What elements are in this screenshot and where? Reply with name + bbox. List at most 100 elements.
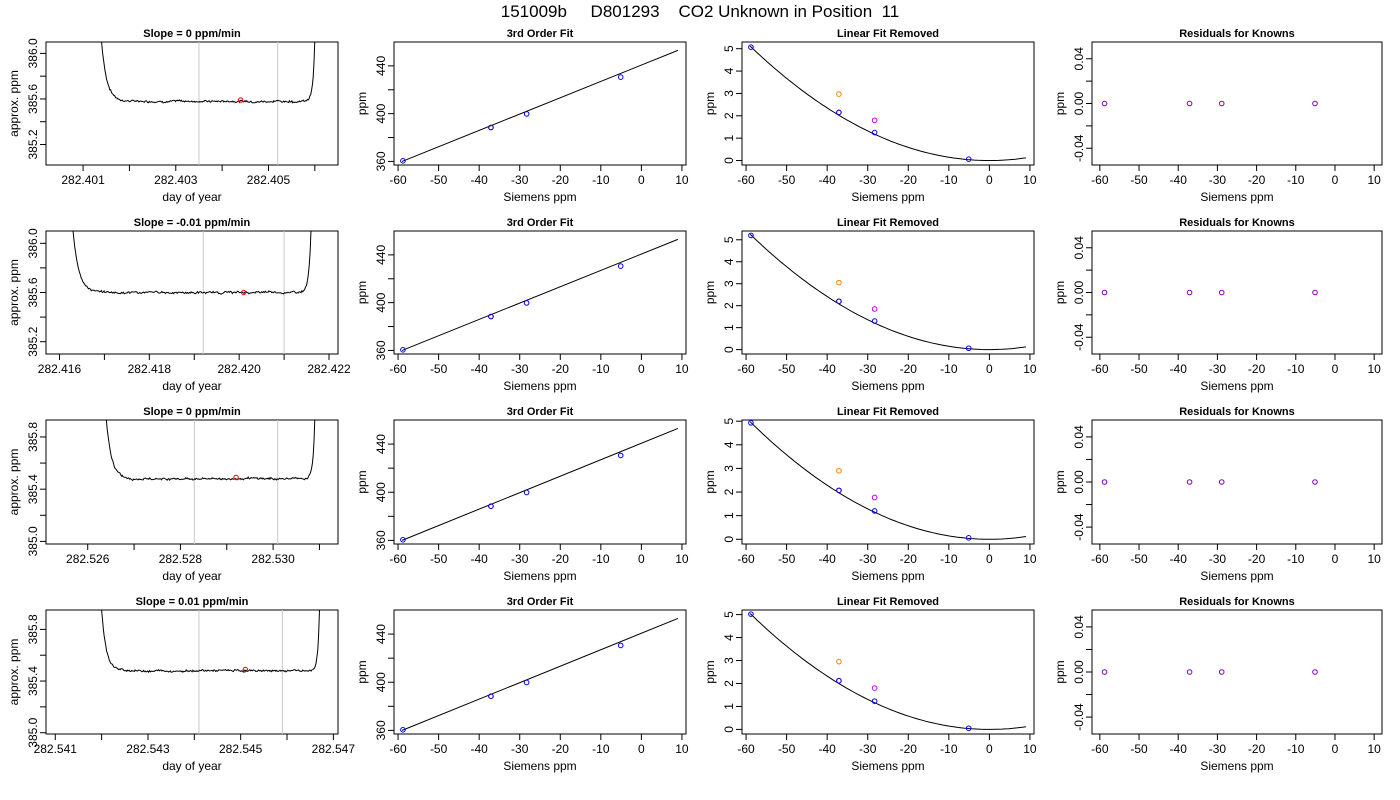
y-tick-label: 1 xyxy=(722,512,736,519)
x-tick-label: 10 xyxy=(1367,742,1381,756)
panel-r3-c2: Linear Fit Removed -60 -50 -40 -30 -20 -10 0 10 0… xyxy=(703,596,1037,773)
residual-point xyxy=(1186,479,1193,485)
y-tick-label: 0 xyxy=(722,346,736,353)
x-tick-label: -20 xyxy=(552,742,570,756)
plot-area xyxy=(748,611,1026,732)
x-tick-label: -10 xyxy=(592,552,610,566)
known-point xyxy=(836,487,842,494)
y-axis-label: approx. ppm xyxy=(7,259,21,326)
y-tick-label: 400 xyxy=(374,292,388,312)
plot-area xyxy=(400,427,679,543)
panel-r3-c1: 3rd Order Fit -60 -50 -40 -30 -20 -10 0 10 360 400… xyxy=(355,596,689,773)
x-axis-label: Siemens ppm xyxy=(503,759,576,773)
analyzer-trace xyxy=(101,610,320,674)
x-tick-label: -60 xyxy=(737,362,755,376)
y-tick-label: 0.04 xyxy=(1072,615,1086,639)
x-tick-label: -50 xyxy=(778,173,796,187)
x-tick-label: -10 xyxy=(592,362,610,376)
x-tick-label: -20 xyxy=(900,362,918,376)
x-tick-label: -20 xyxy=(552,552,570,566)
x-tick-label: -60 xyxy=(1091,552,1109,566)
known-point xyxy=(748,44,754,50)
y-tick-label: 5 xyxy=(722,611,736,618)
panel-r1-c0: Slope = -0.01 ppm/min 282.416 282.418 282.4… xyxy=(7,217,351,393)
fit-line xyxy=(401,427,679,541)
panel-r1-c2: Linear Fit Removed -60 -50 -40 -30 -20 -10 0 10 0… xyxy=(703,217,1037,393)
y-tick-label: 440 xyxy=(374,434,388,454)
panel-r2-c0: Slope = 0 ppm/min 282.526 282.528 282.530 38… xyxy=(7,406,339,583)
x-tick-label: 0 xyxy=(638,173,645,187)
x-tick-label: 10 xyxy=(675,362,689,376)
plot-frame xyxy=(741,230,1035,355)
y-axis-label: ppm xyxy=(355,281,369,304)
x-tick-label: 10 xyxy=(1023,173,1037,187)
x-tick-label: -40 xyxy=(818,742,836,756)
x-tick-label: 10 xyxy=(1367,552,1381,566)
known-point xyxy=(965,156,972,162)
x-tick-label: 282.541 xyxy=(34,742,78,756)
x-tick-label: -20 xyxy=(552,173,570,187)
fit-curve xyxy=(749,421,1026,540)
y-tick-label: 385.8 xyxy=(26,422,40,452)
plot-frame xyxy=(393,230,687,355)
x-tick-label: 282.526 xyxy=(66,552,110,566)
y-tick-label: 385.4 xyxy=(26,474,40,504)
panel-title: Slope = -0.01 ppm/min xyxy=(134,217,251,229)
x-tick-label: 0 xyxy=(1332,742,1339,756)
x-tick-label: -50 xyxy=(1130,362,1148,376)
x-tick-label: -40 xyxy=(1170,362,1188,376)
x-tick-label: -40 xyxy=(818,173,836,187)
y-tick-label: 0 xyxy=(722,726,736,733)
x-tick-label: 0 xyxy=(986,742,993,756)
y-tick-label: 385.6 xyxy=(26,84,40,114)
residual-point xyxy=(1312,289,1318,296)
x-tick-label: -20 xyxy=(900,742,918,756)
plot-area xyxy=(101,42,316,165)
orange-point xyxy=(836,658,842,665)
plot-area xyxy=(72,231,312,354)
y-axis-label: ppm xyxy=(703,281,717,304)
analyzer-trace xyxy=(105,420,316,482)
x-tick-label: -20 xyxy=(1248,362,1266,376)
y-axis-label: ppm xyxy=(355,470,369,493)
y-tick-label: 0 xyxy=(722,157,736,164)
x-tick-label: -40 xyxy=(818,552,836,566)
panel-title: Residuals for Knowns xyxy=(1179,217,1295,229)
x-tick-label: 0 xyxy=(986,173,993,187)
residual-point xyxy=(1312,100,1318,107)
y-tick-label: 1 xyxy=(722,324,736,331)
x-tick-label: 282.416 xyxy=(38,362,82,376)
y-tick-label: 0.04 xyxy=(1072,425,1086,449)
plot-area xyxy=(1101,479,1318,485)
x-tick-label: -60 xyxy=(1091,362,1109,376)
plot-area xyxy=(101,610,320,734)
x-tick-label: 0 xyxy=(1332,173,1339,187)
x-tick-label: -10 xyxy=(940,173,958,187)
y-tick-label: 0.00 xyxy=(1072,91,1086,115)
x-axis-label: Siemens ppm xyxy=(1200,190,1273,204)
fit-curve xyxy=(749,613,1026,730)
panel-title: 3rd Order Fit xyxy=(507,406,574,418)
y-tick-label: 4 xyxy=(722,258,736,265)
x-tick-label: -30 xyxy=(1209,552,1227,566)
plot-area xyxy=(1101,100,1318,107)
plot-frame xyxy=(45,609,339,735)
x-tick-label: 10 xyxy=(1367,362,1381,376)
x-tick-label: -30 xyxy=(859,173,877,187)
y-axis-label: ppm xyxy=(1053,470,1067,493)
y-tick-label: 4 xyxy=(722,441,736,448)
panel-title: 3rd Order Fit xyxy=(507,596,574,608)
panel-title: Slope = 0.01 ppm/min xyxy=(136,596,249,608)
y-tick-label: 385.8 xyxy=(26,614,40,644)
x-tick-label: -50 xyxy=(430,742,448,756)
known-point xyxy=(748,232,754,239)
x-tick-label: -10 xyxy=(1287,552,1305,566)
y-axis-label: ppm xyxy=(355,92,369,115)
panel-r0-c0: Slope = 0 ppm/min 282.401 282.403 282.405 38… xyxy=(7,28,339,204)
residual-point xyxy=(1101,289,1108,296)
magenta-point xyxy=(871,494,878,501)
plot-frame xyxy=(45,419,339,545)
plot-frame xyxy=(1091,609,1383,735)
panel-r2-c3: Residuals for Knowns -60 -50 -40 -30 -20 -10 0 1… xyxy=(1053,406,1383,583)
